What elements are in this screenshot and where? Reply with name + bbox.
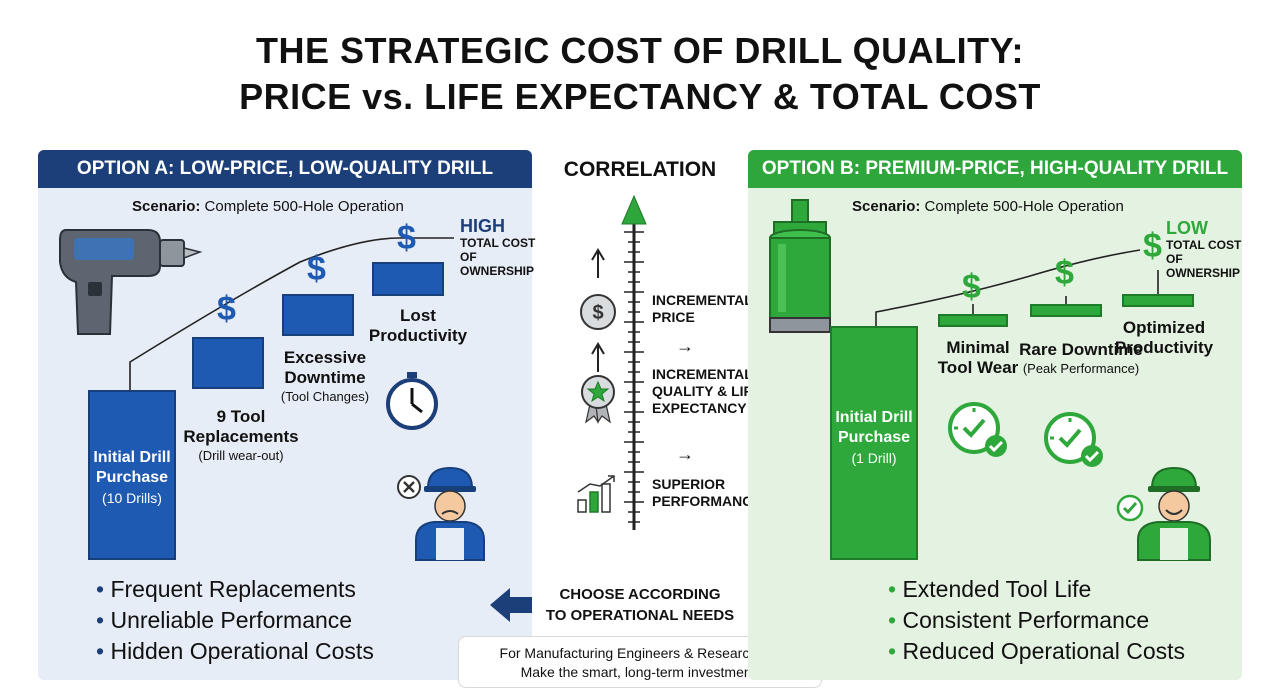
hammer-drill-icon <box>59 229 203 335</box>
option-a-tco-text: TOTAL COST OF OWNERSHIP <box>460 236 536 278</box>
option-a-downtime-text: Excessive Downtime (Tool Changes) <box>270 348 380 405</box>
dollar-icon: $ <box>307 250 326 288</box>
option-a-replacements-bar <box>192 337 264 389</box>
page-title-line-1: THE STRATEGIC COST OF DRILL QUALITY: <box>256 30 1024 71</box>
quality-badge-icon <box>581 375 615 424</box>
frustrated-worker-icon <box>415 466 485 561</box>
option-b-initial-purchase-text: Initial Drill Purchase (1 Drill) <box>826 408 922 468</box>
choose-line-2: TO OPERATIONAL NEEDS <box>545 607 735 624</box>
choose-message: CHOOSE ACCORDING TO OPERATIONAL NEEDS <box>538 584 742 626</box>
option-a-tco-level: HIGH <box>460 216 505 236</box>
option-b-productivity-bar <box>1122 294 1194 307</box>
option-a-bullet: Frequent Replacements <box>96 574 374 605</box>
option-b-scenario-text: Complete 500-Hole Operation <box>920 198 1124 215</box>
stopwatch-icon <box>386 372 438 430</box>
check-clock-icon <box>948 402 1007 457</box>
dollar-icon: $ <box>962 268 981 306</box>
choose-line-1: CHOOSE ACCORDING <box>559 586 721 603</box>
option-a-lost-productivity-label: Lost Productivity <box>368 306 468 345</box>
option-a-replacements-sub: (Drill wear-out) <box>198 448 284 463</box>
option-a-scenario: Scenario: Complete 500-Hole Operation <box>132 198 404 215</box>
option-b-downtime-label: Rare Downtime <box>1019 340 1143 359</box>
option-a-tco: HIGH TOTAL COST OF OWNERSHIP <box>460 216 546 278</box>
option-b-tool-wear-label: Minimal Tool Wear <box>937 338 1019 377</box>
option-a-initial-purchase-text: Initial Drill Purchase (10 Drills) <box>84 448 180 508</box>
error-x-icon <box>397 475 421 499</box>
option-a-initial-purchase-sub: (10 Drills) <box>102 490 162 506</box>
checkmark-icon <box>1116 494 1144 522</box>
option-b-downtime-text: Rare Downtime (Peak Performance) <box>1006 340 1156 377</box>
option-b-downtime-bar <box>1030 304 1102 317</box>
option-b-bullet: Extended Tool Life <box>888 574 1185 605</box>
dollar-icon: $ <box>1143 227 1162 265</box>
option-b-scenario: Scenario: Complete 500-Hole Operation <box>852 198 1124 215</box>
option-a-initial-purchase-label: Initial Drill Purchase <box>93 449 171 486</box>
option-a-bullet: Hidden Operational Costs <box>96 636 373 667</box>
dollar-icon: $ <box>1055 254 1074 292</box>
option-b-tco: LOW TOTAL COST OF OWNERSHIP <box>1166 218 1252 280</box>
option-b-scenario-label: Scenario: <box>852 198 921 215</box>
left-arrow-icon <box>490 588 532 622</box>
option-a-downtime-bar <box>282 294 354 336</box>
option-a-downtime-label: Excessive Downtime <box>283 348 367 387</box>
core-drill-bit-icon <box>769 199 831 333</box>
option-b-initial-purchase-bar <box>830 326 918 560</box>
option-b-productivity-text: Optimized Productivity <box>1104 318 1224 358</box>
option-a-initial-purchase-bar <box>88 390 176 560</box>
option-a-scenario-text: Complete 500-Hole Operation <box>200 198 404 215</box>
correlation-item-label: INCREMENTAL PRICE <box>652 292 753 325</box>
option-b-tco-text: TOTAL COST OF OWNERSHIP <box>1166 238 1242 280</box>
option-a-replacements-label: 9 Tool Replacements <box>183 407 299 446</box>
footer-line-2: Make the smart, long-term investment. <box>520 664 760 680</box>
check-clock-icon <box>1044 412 1103 467</box>
dollar-icon: $ <box>397 219 416 257</box>
dollar-icon: $ <box>217 290 236 328</box>
svg-text:$: $ <box>592 302 603 324</box>
page-title-line-2: PRICE vs. LIFE EXPECTANCY & TOTAL COST <box>239 76 1041 117</box>
correlation-item-label: INCREMENTAL QUALITY & LIFE EXPECTANCY <box>652 366 762 416</box>
correlation-item-label: SUPERIOR PERFORMANCE <box>652 476 762 509</box>
option-b-productivity-label: Optimized Productivity <box>1114 318 1214 357</box>
option-b-initial-purchase-label: Initial Drill Purchase <box>835 409 913 446</box>
option-b-tool-wear-bar <box>938 314 1008 327</box>
option-a-lost-productivity-bar <box>372 262 444 296</box>
footer-line-1: For Manufacturing Engineers & Researcher… <box>499 645 781 661</box>
option-a-bullet: Unreliable Performance <box>96 605 374 636</box>
dollar-coin-icon: $ <box>580 294 616 330</box>
option-b-bullet: Consistent Performance <box>888 605 1185 636</box>
option-a-header: OPTION A: LOW-PRICE, LOW-QUALITY DRILL <box>38 150 532 188</box>
option-b-header: OPTION B: PREMIUM-PRICE, HIGH-QUALITY DR… <box>748 150 1242 188</box>
option-a-bullets: Frequent Replacements Unreliable Perform… <box>96 574 374 667</box>
option-b-downtime-sub: (Peak Performance) <box>1022 361 1140 376</box>
growth-chart-icon <box>577 475 615 513</box>
option-a-downtime-sub: (Tool Changes) <box>280 389 370 404</box>
correlation-arrow: → <box>676 444 694 464</box>
correlation-arrow: → <box>676 336 694 356</box>
option-a-replacements-text: 9 Tool Replacements (Drill wear-out) <box>178 407 304 464</box>
option-b-bullets: Extended Tool Life Consistent Performanc… <box>888 574 1185 667</box>
option-b-tco-level: LOW <box>1166 218 1208 238</box>
option-a-scenario-label: Scenario: <box>132 198 201 215</box>
option-b-initial-purchase-sub: (1 Drill) <box>851 450 897 466</box>
option-b-tool-wear-text: Minimal Tool Wear <box>928 338 1028 378</box>
correlation-title: CORRELATION <box>563 158 717 181</box>
happy-worker-icon <box>1137 466 1211 561</box>
option-a-lost-productivity-text: Lost Productivity <box>368 306 468 346</box>
option-b-bullet: Reduced Operational Costs <box>888 636 1185 667</box>
